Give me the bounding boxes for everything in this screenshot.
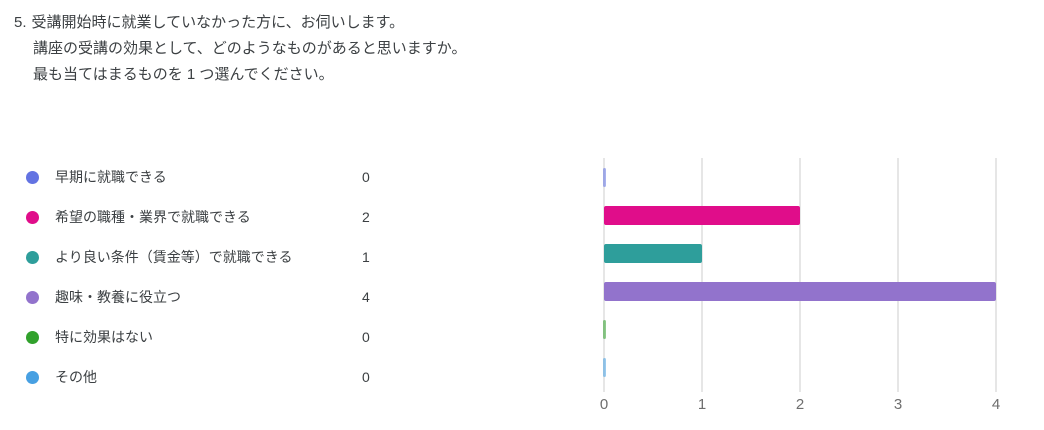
bar-1[interactable] [604, 205, 800, 225]
legend-item: より良い条件（賃金等）で就職できる 1 [26, 237, 386, 277]
legend-label: その他 [55, 369, 97, 385]
legend-dot-icon [26, 290, 39, 304]
x-tick-label: 3 [893, 396, 903, 413]
legend-dot-icon [26, 250, 39, 264]
legend-dot-icon [26, 210, 39, 224]
question-number: 5. [14, 14, 27, 31]
legend-item: 希望の職種・業界で就職できる 2 [26, 197, 386, 237]
bar-chart-plot-area [603, 158, 997, 392]
legend-item: 趣味・教養に役立つ 4 [26, 277, 386, 317]
gridline-2 [799, 158, 801, 392]
chart-legend: 早期に就職できる 0 希望の職種・業界で就職できる 2 より良い条件（賃金等）で… [26, 157, 386, 397]
gridline-3 [897, 158, 899, 392]
legend-item: 早期に就職できる 0 [26, 157, 386, 197]
question-line-3: 最も当てはまるものを 1 つ選んでください。 [33, 66, 334, 83]
bar-2[interactable] [604, 243, 702, 263]
x-axis: 0 1 2 3 4 [600, 396, 1000, 416]
x-tick-label: 0 [599, 396, 609, 413]
question-line-2: 講座の受講の効果として、どのようなものがあると思いますか。 [33, 40, 467, 57]
legend-value: 2 [362, 209, 370, 225]
x-tick-label: 2 [795, 396, 805, 413]
x-tick-label: 4 [991, 396, 1001, 413]
legend-label: 特に効果はない [55, 329, 153, 345]
bar-5[interactable] [603, 357, 606, 377]
legend-value: 4 [362, 289, 370, 305]
gridline-0 [603, 158, 605, 392]
bar-3[interactable] [604, 281, 996, 301]
legend-value: 1 [362, 249, 370, 265]
question-line-1: 5. 受講開始時に就業していなかった方に、お伺いします。 [14, 10, 467, 36]
legend-value: 0 [362, 369, 370, 385]
legend-value: 0 [362, 329, 370, 345]
question-text: 受講開始時に就業していなかった方に、お伺いします。 [31, 14, 405, 31]
legend-item: 特に効果はない 0 [26, 317, 386, 357]
x-tick-label: 1 [697, 396, 707, 413]
legend-value: 0 [362, 169, 370, 185]
bar-4[interactable] [603, 319, 606, 339]
legend-label: より良い条件（賃金等）で就職できる [55, 249, 293, 265]
legend-dot-icon [26, 330, 39, 344]
gridline-1 [701, 158, 703, 392]
legend-label: 希望の職種・業界で就職できる [55, 209, 251, 225]
legend-dot-icon [26, 170, 39, 184]
bar-0[interactable] [603, 167, 606, 187]
gridline-4 [995, 158, 997, 392]
question-title: 5. 受講開始時に就業していなかった方に、お伺いします。 講座の受講の効果として、… [14, 10, 467, 88]
legend-item: その他 0 [26, 357, 386, 397]
legend-dot-icon [26, 370, 39, 384]
legend-label: 早期に就職できる [55, 169, 167, 185]
legend-label: 趣味・教養に役立つ [55, 289, 181, 305]
